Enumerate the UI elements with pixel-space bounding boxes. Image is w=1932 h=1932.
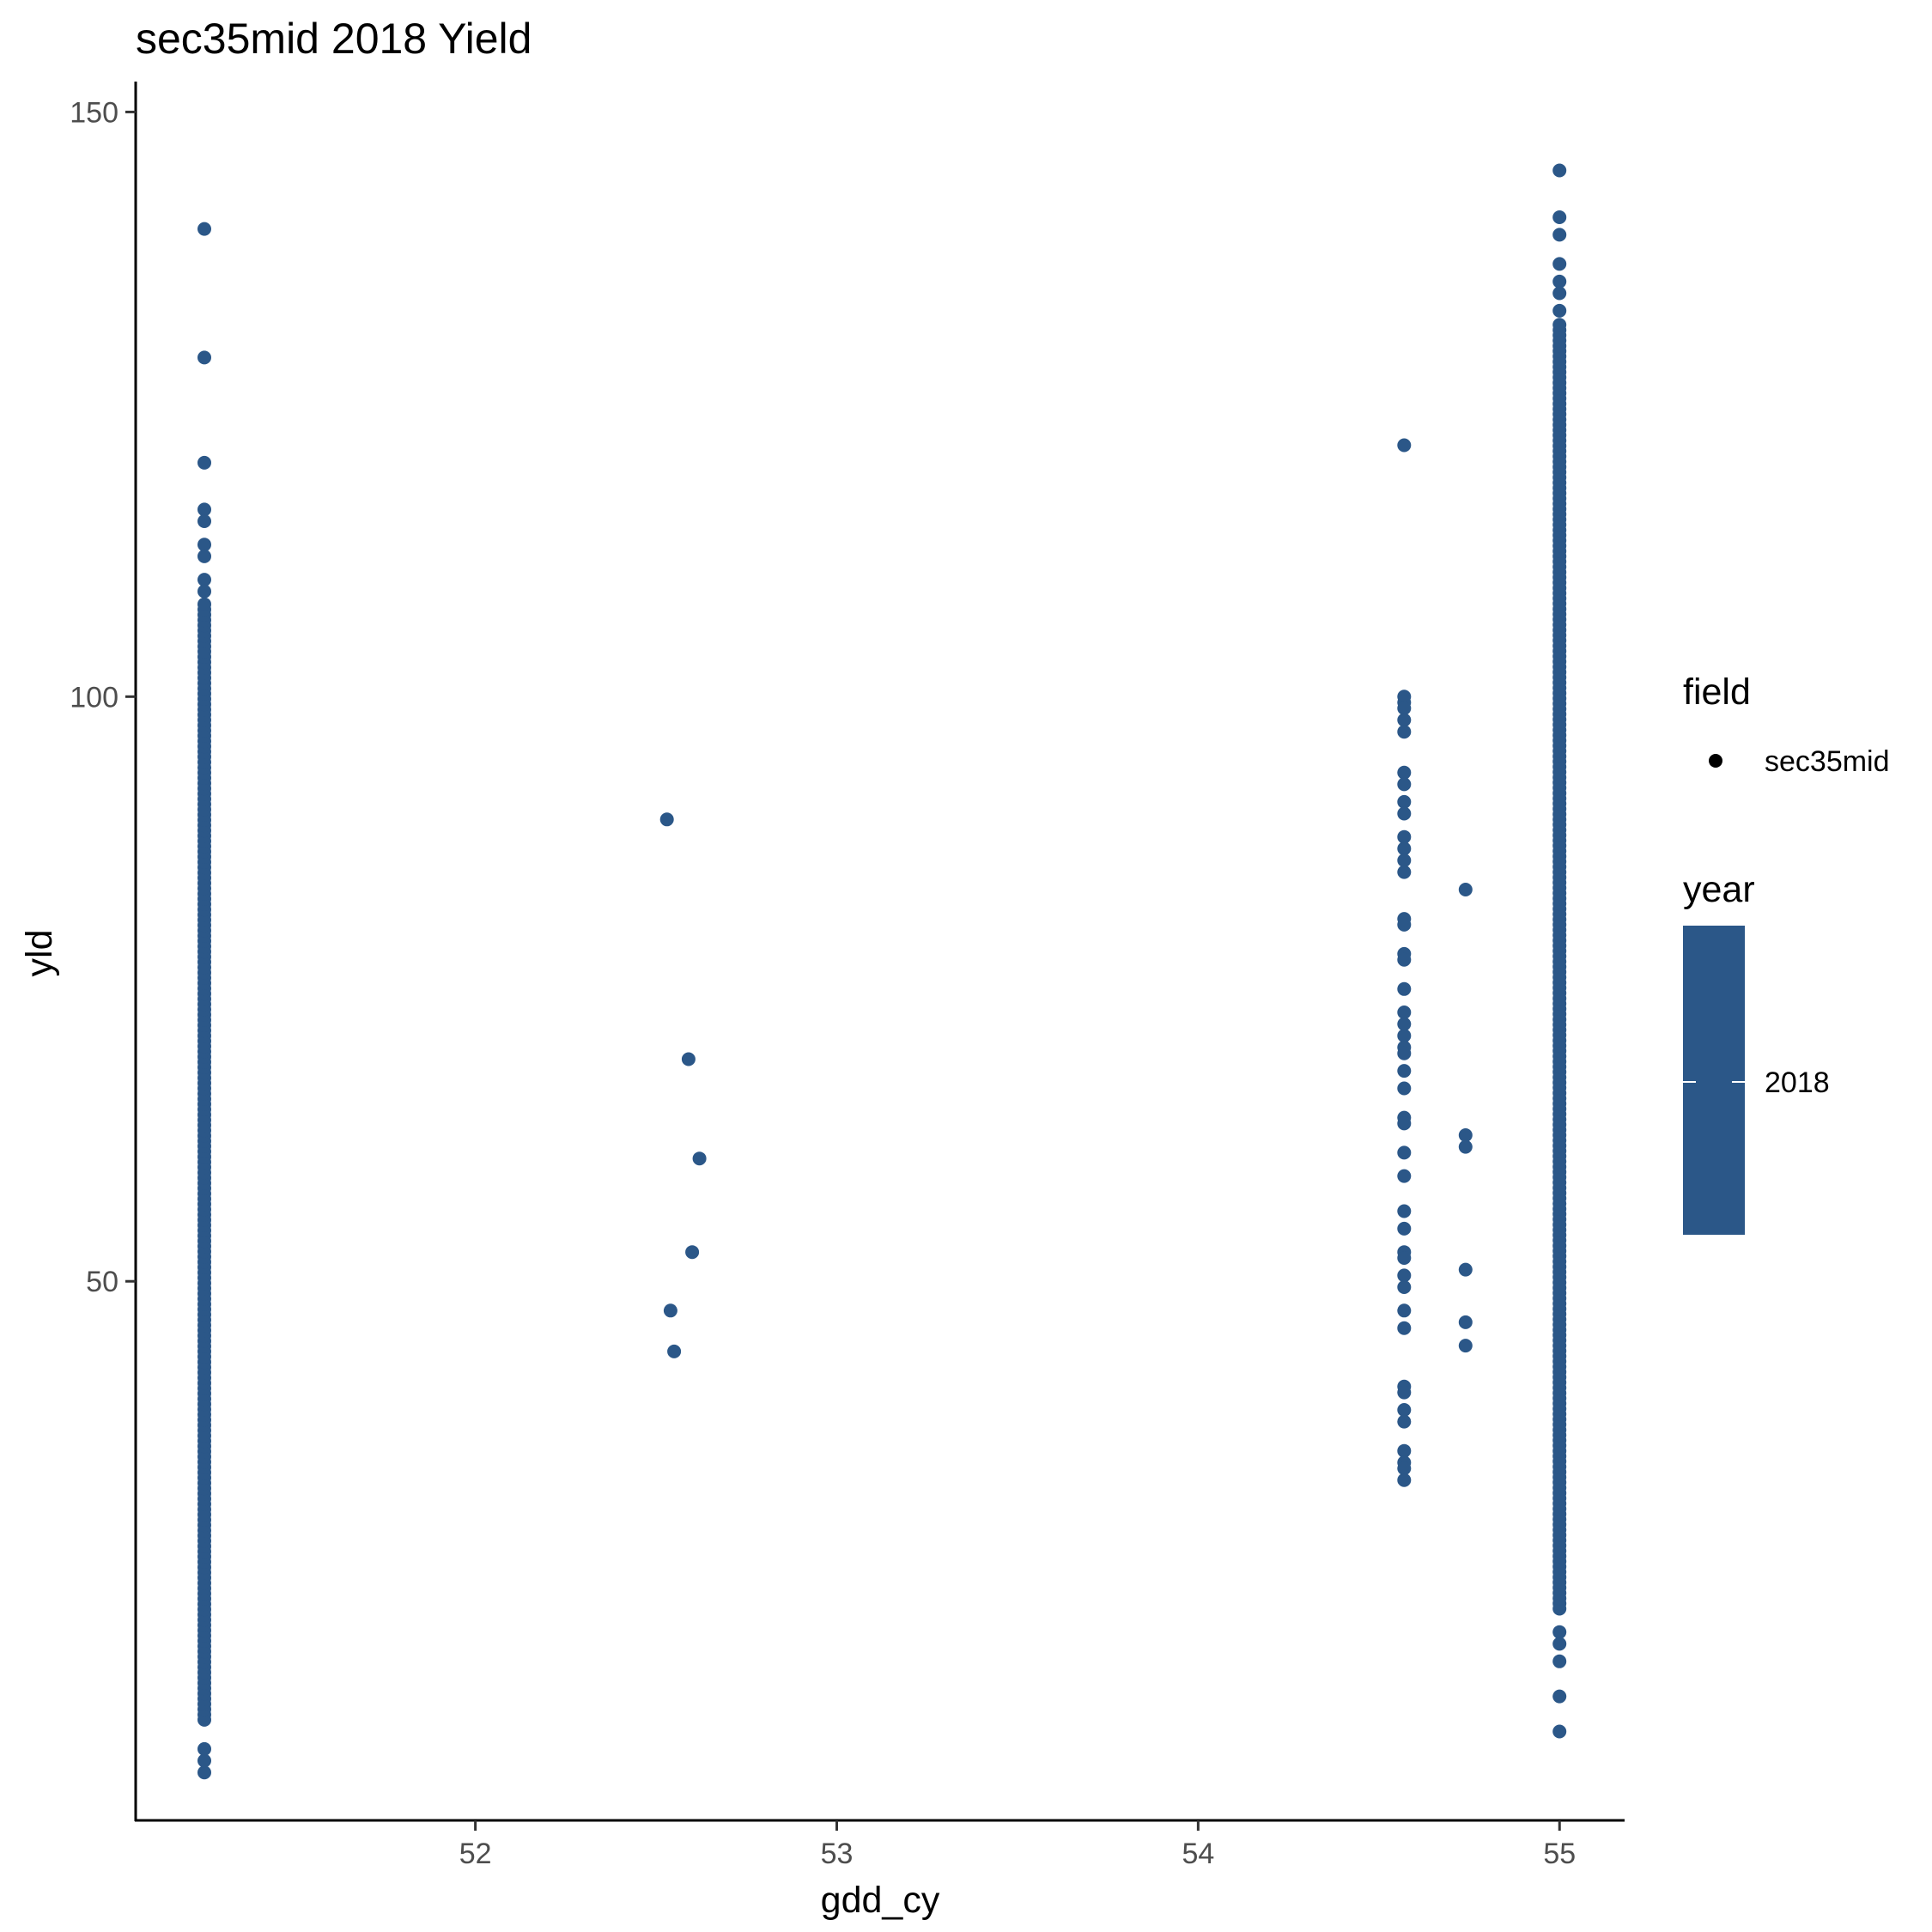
data-point xyxy=(197,514,211,528)
legend-field-title: field xyxy=(1683,671,1751,713)
x-tick-label: 54 xyxy=(1182,1838,1214,1870)
data-point xyxy=(1458,1128,1473,1142)
data-point xyxy=(1458,1262,1473,1277)
data-point xyxy=(1397,1321,1412,1335)
chart-title: sec35mid 2018 Yield xyxy=(136,15,532,63)
data-point xyxy=(1458,1315,1473,1329)
data-point xyxy=(1397,1169,1412,1183)
legend-year-title: year xyxy=(1683,869,1755,910)
data-point xyxy=(1397,1414,1412,1429)
data-point xyxy=(1397,841,1412,856)
data-point xyxy=(692,1151,707,1166)
data-point xyxy=(1397,1473,1412,1487)
data-point xyxy=(1552,1724,1567,1739)
data-point xyxy=(1397,1064,1412,1078)
data-point xyxy=(1552,163,1567,178)
data-point xyxy=(1552,1654,1567,1668)
data-point xyxy=(685,1245,700,1260)
data-point xyxy=(1397,806,1412,821)
data-point xyxy=(1552,1637,1567,1651)
data-point xyxy=(197,573,211,587)
data-point xyxy=(197,1765,211,1780)
data-point xyxy=(1552,318,1567,332)
data-point xyxy=(1552,286,1567,301)
data-point xyxy=(1397,952,1412,967)
data-point xyxy=(1397,765,1412,780)
data-point xyxy=(1458,1139,1473,1154)
data-point xyxy=(659,812,674,827)
data-point xyxy=(1397,1221,1412,1236)
legend-year-colorbar xyxy=(1683,926,1745,1235)
data-point xyxy=(1397,854,1412,867)
x-axis-label: gdd_cy xyxy=(821,1880,940,1921)
data-point xyxy=(1552,1625,1567,1639)
data-point xyxy=(1397,1029,1412,1043)
data-point xyxy=(1552,210,1567,224)
x-tick-label: 55 xyxy=(1543,1838,1576,1870)
data-point xyxy=(1397,438,1412,453)
data-point xyxy=(197,584,211,598)
data-point xyxy=(1397,1403,1412,1417)
data-point xyxy=(1397,794,1412,809)
data-point xyxy=(1552,228,1567,242)
data-point xyxy=(1552,303,1567,318)
data-point xyxy=(1397,981,1412,996)
data-point xyxy=(197,597,211,611)
data-point xyxy=(1397,1461,1412,1476)
data-point xyxy=(1397,1145,1412,1160)
data-point xyxy=(1397,1017,1412,1031)
data-points xyxy=(197,163,1567,1780)
data-point xyxy=(1397,1204,1412,1218)
data-point xyxy=(1397,917,1412,932)
data-point xyxy=(197,455,211,470)
x-axis-ticks: 52 53 54 55 xyxy=(459,1820,1576,1870)
data-point xyxy=(1397,1116,1412,1131)
data-point xyxy=(1397,1385,1412,1400)
data-point xyxy=(1397,1303,1412,1318)
data-point xyxy=(1458,1339,1473,1353)
data-point xyxy=(1397,713,1412,727)
data-point xyxy=(681,1052,696,1066)
data-point xyxy=(197,549,211,563)
data-point xyxy=(1552,257,1567,271)
data-point xyxy=(1397,1081,1412,1096)
y-axis-ticks: 50 100 150 xyxy=(70,96,136,1298)
data-point xyxy=(1397,725,1412,739)
data-point xyxy=(1397,1268,1412,1283)
data-point xyxy=(1552,274,1567,289)
data-point xyxy=(1397,1005,1412,1019)
data-point xyxy=(197,350,211,365)
y-tick-label: 100 xyxy=(70,681,118,714)
data-point xyxy=(1552,1689,1567,1704)
data-point xyxy=(197,1741,211,1756)
data-point xyxy=(667,1344,682,1358)
data-point xyxy=(1397,1046,1412,1060)
y-axis-label: yld xyxy=(19,930,60,977)
y-tick-label: 50 xyxy=(86,1266,118,1298)
legend: field sec35mid year 2018 xyxy=(1683,671,1890,1235)
data-point xyxy=(1458,883,1473,896)
x-tick-label: 52 xyxy=(459,1838,492,1870)
data-point xyxy=(663,1303,677,1318)
x-tick-label: 53 xyxy=(821,1838,854,1870)
data-point xyxy=(1397,777,1412,792)
data-point xyxy=(1397,701,1412,715)
legend-field-label: sec35mid xyxy=(1765,745,1890,778)
data-point xyxy=(1397,1280,1412,1294)
data-point xyxy=(197,222,211,236)
data-point xyxy=(1397,865,1412,879)
data-point xyxy=(197,538,211,552)
data-point xyxy=(197,1753,211,1768)
legend-year-label: 2018 xyxy=(1765,1066,1830,1099)
data-point xyxy=(1397,1251,1412,1265)
legend-field-key xyxy=(1709,754,1722,768)
data-point xyxy=(197,502,211,517)
y-tick-label: 150 xyxy=(70,96,118,129)
data-point xyxy=(1397,1443,1412,1458)
data-point xyxy=(1397,829,1412,844)
